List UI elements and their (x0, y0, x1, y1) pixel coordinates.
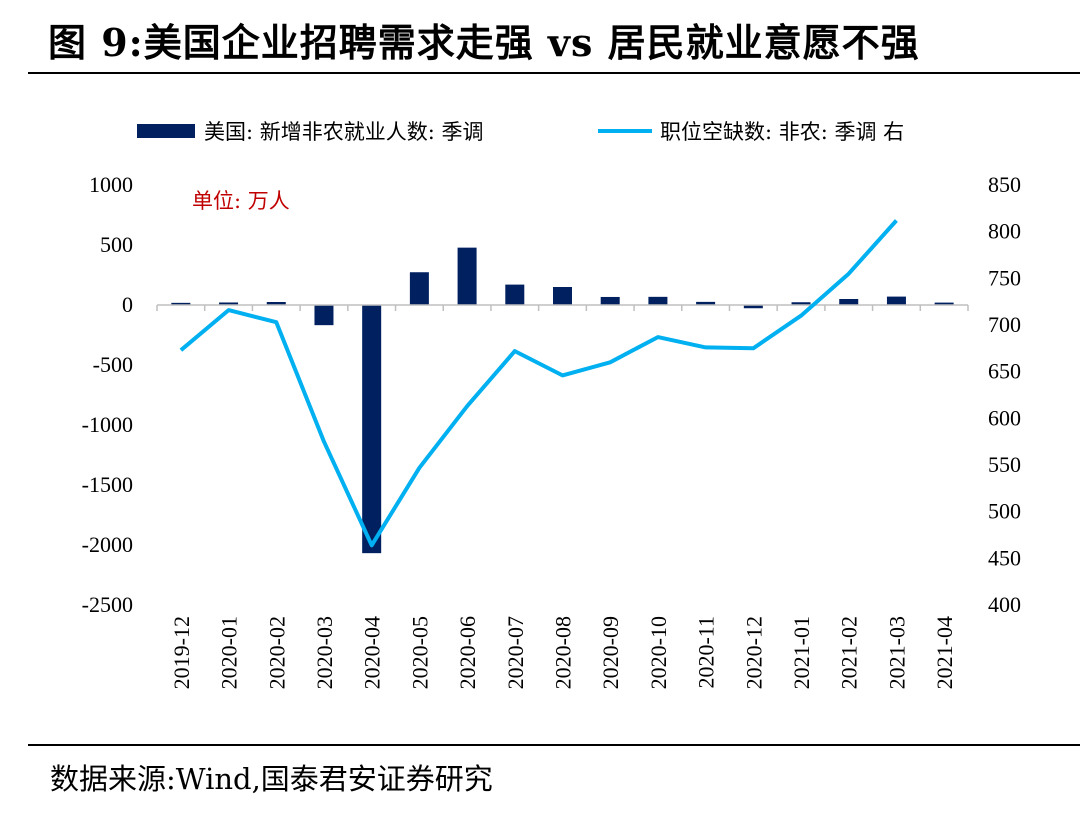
left-tick-label: 0 (122, 292, 133, 317)
bar (171, 302, 191, 305)
legend: 美国: 新增非农就业人数: 季调 职位空缺数: 非农: 季调 右 (137, 120, 904, 144)
bar (409, 272, 429, 305)
bar (553, 287, 572, 305)
bar (362, 305, 382, 554)
bar (457, 247, 477, 305)
x-tick-label: 2019-12 (169, 616, 194, 689)
right-tick-label: 450 (988, 545, 1021, 570)
right-tick-label: 400 (988, 592, 1021, 617)
top-rule (28, 72, 1080, 74)
x-tick-label: 2020-01 (217, 616, 242, 689)
right-tick-label: 600 (988, 405, 1021, 430)
x-tick-label: 2021-01 (789, 616, 814, 689)
x-tick-label: 2021-04 (932, 616, 957, 689)
x-tick-label: 2020-10 (646, 616, 671, 689)
legend-bar-swatch (137, 124, 195, 138)
x-tick-label: 2021-02 (837, 616, 862, 689)
bar (743, 305, 763, 309)
bar (314, 305, 334, 326)
bar-series (171, 247, 954, 554)
bar (600, 296, 620, 305)
right-tick-label: 750 (988, 265, 1021, 290)
right-tick-label: 700 (988, 312, 1021, 337)
legend-line-label: 职位空缺数: 非农: 季调 右 (660, 120, 904, 144)
bar (219, 302, 239, 305)
left-tick-label: -1500 (82, 472, 133, 497)
bottom-rule (28, 744, 1080, 746)
left-tick-label: 500 (100, 232, 133, 257)
figure-title: 图 9:美国企业招聘需求走强 vs 居民就业意愿不强 (48, 20, 920, 65)
x-tick-label: 2020-06 (455, 616, 480, 689)
left-tick-label: -500 (93, 352, 133, 377)
bar (791, 302, 811, 305)
left-tick-label: -1000 (82, 412, 133, 437)
left-tick-label: 1000 (89, 172, 133, 197)
x-tick-label: 2020-08 (551, 616, 576, 689)
x-tick-label: 2020-02 (264, 616, 289, 689)
bar (839, 299, 859, 305)
series-line (179, 219, 898, 548)
legend-bar-label: 美国: 新增非农就业人数: 季调 (204, 120, 484, 144)
x-tick-label: 2020-04 (360, 616, 385, 689)
x-tick-label: 2021-03 (884, 616, 909, 689)
right-tick-label: 800 (988, 219, 1021, 244)
x-tick-label: 2020-12 (741, 616, 766, 689)
x-tick-label: 2020-09 (598, 616, 623, 689)
bar (648, 296, 668, 305)
line-series (179, 219, 898, 548)
source-note: 数据来源:Wind,国泰君安证券研究 (50, 762, 493, 796)
bar (934, 302, 954, 305)
x-tick-label: 2020-05 (407, 616, 432, 689)
right-tick-label: 650 (988, 359, 1021, 384)
x-tick-label: 2020-11 (694, 616, 719, 689)
bar (505, 284, 525, 305)
x-tick-label: 2020-03 (312, 616, 337, 689)
bar (886, 296, 906, 305)
left-axis-ticks: 1000 500 0 -500 -1000 -1500 -2000 -2500 (82, 172, 133, 617)
right-tick-label: 850 (988, 172, 1021, 197)
x-axis-ticks: 2019-12 2020-01 2020-02 2020-03 2020-04 2020-… (156, 305, 969, 689)
x-tick-label: 2020-07 (503, 616, 528, 689)
right-axis-ticks: 850 800 750 700 650 600 550 500 450 400 (988, 172, 1021, 617)
left-tick-label: -2000 (82, 532, 133, 557)
left-tick-label: -2500 (82, 592, 133, 617)
bar (266, 302, 286, 305)
unit-label: 单位: 万人 (192, 189, 290, 213)
right-tick-label: 550 (988, 452, 1021, 477)
bar (696, 301, 716, 305)
right-tick-label: 500 (988, 499, 1021, 524)
